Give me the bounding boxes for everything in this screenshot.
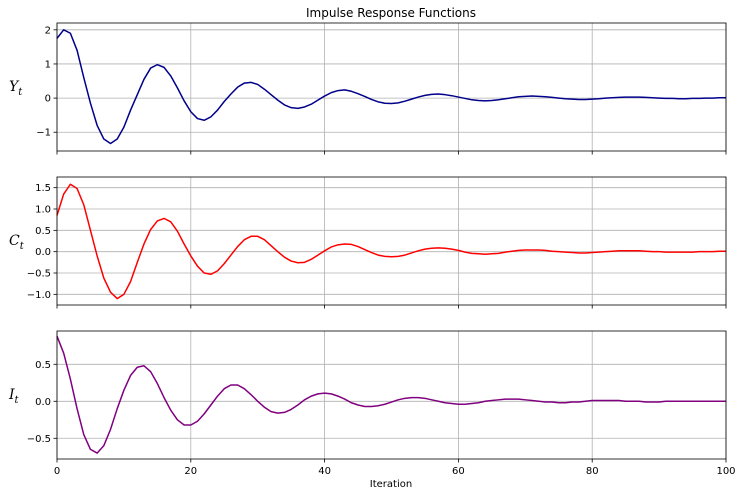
y-tick-label: −1 [36, 128, 51, 139]
y-axis-label: It [8, 387, 20, 406]
x-tick-label: 0 [54, 466, 60, 477]
chart-title: Impulse Response Functions [306, 6, 476, 20]
y-tick-label: 1 [45, 59, 51, 70]
axes-frame [56, 22, 727, 152]
y-tick-label: 0.5 [35, 360, 51, 371]
y-axis-label-main: I [8, 387, 15, 403]
y-tick-label: −0.5 [27, 434, 51, 445]
y-tick-label: 0.0 [35, 397, 51, 408]
y-tick-label: −1.0 [27, 290, 51, 301]
y-axis-label-subscript: t [18, 87, 23, 98]
y-tick-label: −0.5 [27, 269, 51, 280]
y-tick-label: 2 [45, 25, 51, 36]
y-tick-label: 0.0 [35, 247, 51, 258]
y-axis-label-subscript: t [20, 241, 25, 252]
panel-1: 2 1 0 −1 Yt [9, 22, 727, 155]
x-tick-label: 100 [716, 466, 735, 477]
x-tick-label: 60 [452, 466, 465, 477]
x-tick-label: 80 [586, 466, 599, 477]
x-axis-label: Iteration [370, 479, 412, 490]
y-axis-label-main: C [9, 233, 20, 249]
panel-2: 1.5 1.0 0.5 0.0 −0.5 −1.0 Ct [9, 176, 727, 309]
y-tick-label: 0.5 [35, 226, 51, 237]
y-axis-label: Ct [9, 233, 25, 252]
series-line [56, 29, 726, 145]
y-axis-label-main: Y [9, 79, 20, 95]
x-tick-label: 20 [184, 466, 197, 477]
series-line [56, 335, 726, 454]
panels-group: 210−1Yt1.51.00.50.0−0.5−1.0Ct0.50.0−0.50… [8, 22, 736, 477]
axes-frame [56, 330, 727, 460]
axes-frame [56, 176, 727, 306]
x-tick-label: 40 [318, 466, 331, 477]
y-tick-label: 1.5 [35, 183, 51, 194]
y-axis-label-subscript: t [15, 395, 20, 406]
y-axis-label: Yt [9, 79, 23, 98]
series-line [56, 183, 726, 300]
y-tick-label: 1.0 [35, 205, 51, 216]
y-tick-label: 0 [45, 94, 51, 105]
panel-3: 0.5 0.0 −0.5 0 20 40 60 80 100 It [8, 330, 736, 477]
